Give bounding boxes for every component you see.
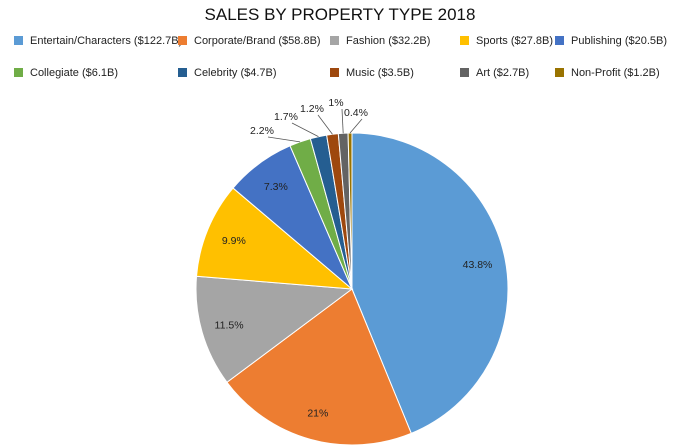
legend-label: Music ($3.5B)	[346, 67, 414, 79]
leader-line	[267, 136, 301, 143]
slice-label: 21%	[307, 407, 328, 419]
legend-swatch	[14, 68, 23, 77]
legend: Entertain/Characters ($122.7B) Corporate/…	[14, 35, 667, 79]
legend-label: Art ($2.7B)	[476, 67, 529, 79]
slice-label: 11.5%	[215, 319, 244, 331]
slice-label: 0.4%	[344, 107, 368, 119]
slice-label: 2.2%	[250, 125, 274, 137]
legend-item: Collegiate ($6.1B)	[14, 67, 118, 79]
pie-slice	[195, 275, 354, 383]
slice-label: 43.8%	[463, 259, 493, 271]
slice-label: 1.7%	[274, 111, 298, 123]
legend-swatch	[460, 68, 469, 77]
legend-label: Celebrity ($4.7B)	[194, 67, 277, 79]
pie-slice	[195, 187, 354, 290]
legend-label: Collegiate ($6.1B)	[30, 67, 118, 79]
leader-line	[349, 118, 363, 134]
legend-item: Sports ($27.8B)	[460, 35, 553, 47]
chart-title: SALES BY PROPERTY TYPE 2018	[205, 5, 476, 24]
legend-item: Entertain/Characters ($122.7B)	[14, 35, 182, 47]
legend-item: Music ($3.5B)	[330, 67, 414, 79]
legend-swatch	[14, 36, 23, 45]
leader-line	[291, 122, 319, 138]
legend-swatch	[460, 36, 469, 45]
legend-swatch	[330, 68, 339, 77]
legend-item: Corporate/Brand ($58.8B)	[178, 35, 321, 47]
legend-swatch	[555, 36, 564, 45]
legend-item: Celebrity ($4.7B)	[178, 67, 277, 79]
legend-item: Publishing ($20.5B)	[555, 35, 667, 47]
legend-label: Sports ($27.8B)	[476, 35, 553, 47]
pie-labels: 43.8% 21% 11.5% 9.9% 7.3% 2.2%1.7%1.2% 1%0.4%	[215, 97, 493, 419]
legend-label: Fashion ($32.2B)	[346, 35, 430, 47]
leader-line	[317, 114, 333, 135]
slice-label: 9.9%	[222, 235, 246, 247]
legend-label: Publishing ($20.5B)	[571, 35, 667, 47]
legend-item: Fashion ($32.2B)	[330, 35, 430, 47]
pie-slice	[351, 132, 509, 434]
slice-label: 1%	[328, 97, 343, 109]
slice-label: 7.3%	[264, 181, 288, 193]
legend-item: Non-Profit ($1.2B)	[555, 67, 660, 79]
legend-item: Art ($2.7B)	[460, 67, 529, 79]
leader-line	[341, 108, 344, 134]
legend-swatch	[555, 68, 564, 77]
legend-swatch	[330, 36, 339, 45]
legend-label: Non-Profit ($1.2B)	[571, 67, 660, 79]
legend-label: Corporate/Brand ($58.8B)	[194, 35, 321, 47]
legend-label: Entertain/Characters ($122.7B)	[30, 35, 182, 47]
legend-swatch	[178, 36, 187, 45]
pie-slice	[226, 288, 412, 446]
pie-slices	[195, 132, 509, 446]
legend-swatch	[178, 68, 187, 77]
pie-slice	[347, 132, 353, 290]
slice-label: 1.2%	[300, 103, 324, 115]
